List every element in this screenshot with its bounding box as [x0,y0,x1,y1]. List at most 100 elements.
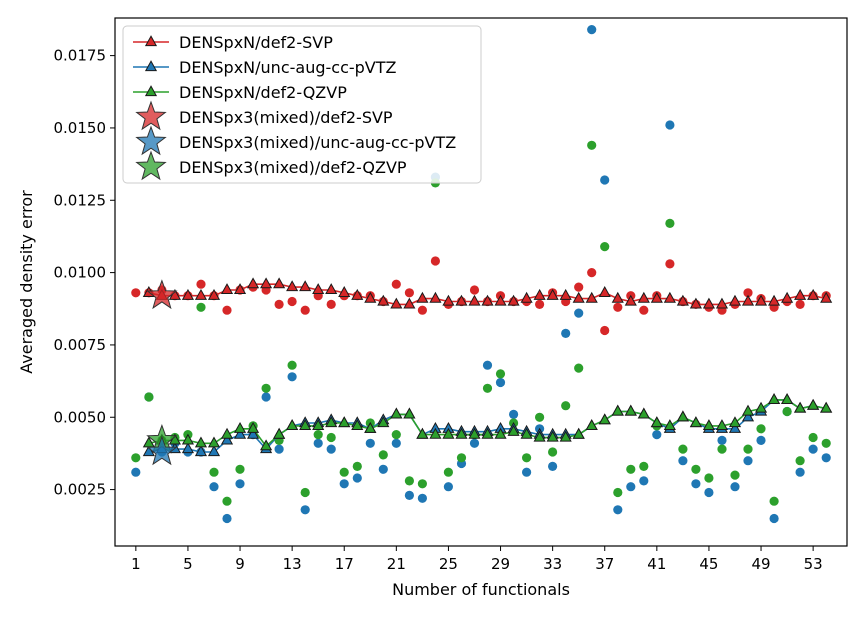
triangle-marker-3 [820,401,833,413]
scatter-point-3 [482,383,493,393]
scatter-point-2 [704,487,714,498]
triangle-marker-3 [728,416,742,428]
scatter-point-2 [235,479,245,489]
triangle-marker-3 [338,416,351,428]
scatter-point-1 [600,325,610,336]
scatter-point-2 [769,513,779,524]
plot-frame [114,17,848,547]
scatter-point-2 [730,482,740,492]
legend-label: DENSpx3(mixed)/def2-SVP [179,108,393,127]
triangle-marker-3 [390,407,403,419]
triangle-marker-3 [794,401,807,413]
scatter-point-2 [665,120,675,130]
scatter-point-2 [469,438,480,448]
triangle-marker-1 [351,288,364,300]
triangle-marker-3 [286,419,299,431]
x-tick-label: 53 [804,555,823,573]
scatter-point-2 [131,467,141,477]
scatter-point-3 [287,360,297,370]
triangle-marker-2 [181,442,195,454]
triangle-marker-3 [533,430,546,442]
triangle-marker-2 [220,433,234,445]
triangle-marker-3 [520,427,533,439]
triangle-marker-3 [767,393,781,404]
x-axis: 1 5 9 13 17 21 25 29 33 37 41 45 49 53 [131,546,823,573]
triangle-marker-1 [338,286,351,297]
triangle-marker-3 [246,421,260,433]
triangle-marker-1 [807,288,820,300]
triangle-marker-2 [741,410,755,422]
triangle-marker-1 [754,294,768,306]
scatter-point-3 [417,479,427,489]
triangle-marker-1 [728,294,742,306]
y-tick-label: 0.0175 [54,47,107,65]
scatter-point-3 [352,461,362,471]
scatter-point-1 [587,268,597,278]
scatter-point-3 [626,464,636,474]
triangle-marker-1 [663,291,676,303]
scatter-point-2 [287,372,297,382]
y-tick-label: 0.0100 [54,264,107,282]
scatter-point-3 [378,450,388,460]
x-axis-label: Number of functionals [392,580,570,599]
scatter-point-3 [222,496,232,506]
x-tick-label: 29 [491,555,510,573]
scatter-point-3 [300,487,310,498]
triangle-marker-1 [390,297,403,309]
scatter-point-2 [678,456,688,466]
scatter-point-3 [313,430,323,440]
legend-triangle [144,60,158,72]
triangle-marker-1 [377,294,390,306]
scatter-point-1 [196,279,206,289]
y-tick-label: 0.0075 [54,336,107,354]
scatter-point-2 [795,467,805,477]
legend: DENSpxN/def2-SVP DENSpxN/unc-aug-cc-pVTZ D… [122,25,482,184]
scatter-point-1 [274,299,284,309]
triangle-marker-1 [559,288,572,300]
triangle-marker-3 [637,407,650,419]
x-tick-label: 5 [183,555,193,573]
triangle-marker-1 [598,286,611,297]
scatter-point-2 [326,444,336,454]
triangle-marker-1 [624,294,637,306]
triangle-marker-3 [207,436,221,448]
triangle-marker-1 [820,291,833,303]
scatter-point-2 [300,505,310,515]
scatter-point-3 [522,453,532,463]
triangle-marker-1 [611,291,624,303]
scatter-point-2 [821,453,831,463]
triangle-marker-1 [260,277,273,289]
scatter-point-3 [574,363,584,373]
triangle-marker-3 [416,427,429,439]
triangle-marker-1 [299,280,312,292]
scatter-point-2 [756,435,766,445]
triangle-marker-1 [286,280,299,292]
scatter-point-1 [574,282,584,292]
scatter-point-3 [730,470,740,480]
triangle-marker-1 [676,294,689,306]
scatter-point-1 [795,299,805,309]
scatter-point-3 [782,406,792,417]
legend-star [135,125,167,156]
scatter-point-3 [391,430,401,440]
scatter-point-1 [300,305,310,315]
scatter-point-1 [469,285,480,295]
triangle-marker-1 [520,291,533,303]
scatter-point-3 [704,473,714,483]
triangle-marker-1 [442,294,455,306]
triangle-marker-1 [546,288,559,300]
triangle-marker-3 [220,427,234,439]
triangle-marker-1 [507,294,520,306]
legend-label: DENSpx3(mixed)/def2-QZVP [179,158,407,177]
scatter-point-2 [548,461,558,471]
scatter-point-1 [665,259,675,269]
scatter-point-3 [756,424,766,434]
triangle-marker-1 [364,291,377,303]
triangle-marker-1 [207,288,221,300]
scatter-point-2 [652,430,662,440]
scatter-point-2 [495,377,506,388]
plot-marks [131,25,833,524]
scatter-point-2 [352,473,362,483]
scatter-point-2 [209,482,219,492]
triangle-marker-3 [455,427,468,439]
